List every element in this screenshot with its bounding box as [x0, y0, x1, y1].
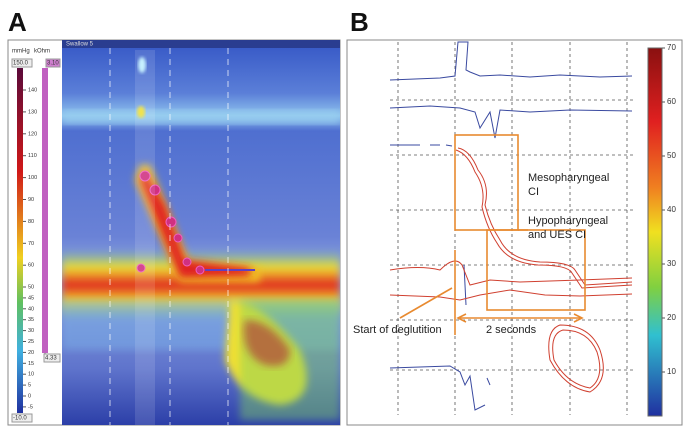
panel-b: Mesopharyngeal CI Hypopharyngeal and UES… [346, 39, 683, 426]
annotation: and UES CI [528, 229, 586, 241]
colorbar-tick-label: 40 [667, 205, 676, 214]
swallow-label: Swallow 5 [66, 42, 94, 48]
colorbar [647, 47, 663, 417]
scale-tick-label: 40 [28, 306, 34, 312]
scale-tick-label: 5 [28, 383, 31, 389]
scale-tick-label: 30 [28, 328, 34, 334]
scale-tick-label: -5 [28, 404, 33, 410]
scale-tick-label: 90 [28, 197, 34, 203]
unit-label: kOhm [34, 49, 50, 55]
impedance-bottom: 4.33 [45, 356, 57, 362]
scale-tick-label: 45 [28, 295, 34, 301]
scale-tick-label: 35 [28, 317, 34, 323]
panel-label: A [8, 7, 27, 37]
panel-label: B [350, 7, 369, 37]
annotation: Hypopharyngeal [528, 215, 608, 227]
scale-tick-label: 0 [28, 393, 31, 399]
impedance-bar [42, 68, 48, 353]
scale-tick-label: 20 [28, 350, 34, 356]
colorbar-tick-label: 30 [667, 259, 676, 268]
scale-tick-label: 10 [28, 372, 34, 378]
annotation: 2 seconds [486, 324, 537, 336]
colorbar-tick-label: 60 [667, 97, 676, 106]
impedance-top: 3.10 [47, 61, 59, 67]
scale-tick-label: 70 [28, 241, 34, 247]
scale-tick-label: 140 [28, 87, 37, 93]
scale-tick-label: 60 [28, 263, 34, 269]
colorbar-tick-label: 50 [667, 151, 676, 160]
scale-max: 150.0 [13, 61, 29, 67]
pressure-colorbar [17, 68, 23, 413]
scale-tick-label: 15 [28, 361, 34, 367]
scale-tick-label: 110 [28, 153, 37, 159]
scale-tick-label: 100 [28, 175, 37, 181]
unit-label: mmHg [12, 49, 30, 55]
colorbar-tick-label: 10 [667, 367, 676, 376]
panel-a: Swallow 5 mmHg kOhm [7, 39, 341, 426]
annotation: Start of deglutition [353, 324, 442, 336]
header-bar [62, 40, 340, 48]
scale-tick-label: 130 [28, 109, 37, 115]
scale-min: -10.0 [13, 416, 27, 422]
heatmap [62, 48, 340, 425]
scale-tick-label: 120 [28, 131, 37, 137]
scale-tick-label: 25 [28, 339, 34, 345]
annotation: CI [528, 186, 539, 198]
scale-tick-label: 80 [28, 219, 34, 225]
panel-frame [346, 39, 683, 426]
annotation-boxes [399, 134, 586, 335]
scale-tick-label: 50 [28, 284, 34, 290]
colorbar-tick-label: 20 [667, 313, 676, 322]
annotation: Mesopharyngeal [528, 172, 609, 184]
colorbar-tick-label: 70 [667, 43, 676, 52]
